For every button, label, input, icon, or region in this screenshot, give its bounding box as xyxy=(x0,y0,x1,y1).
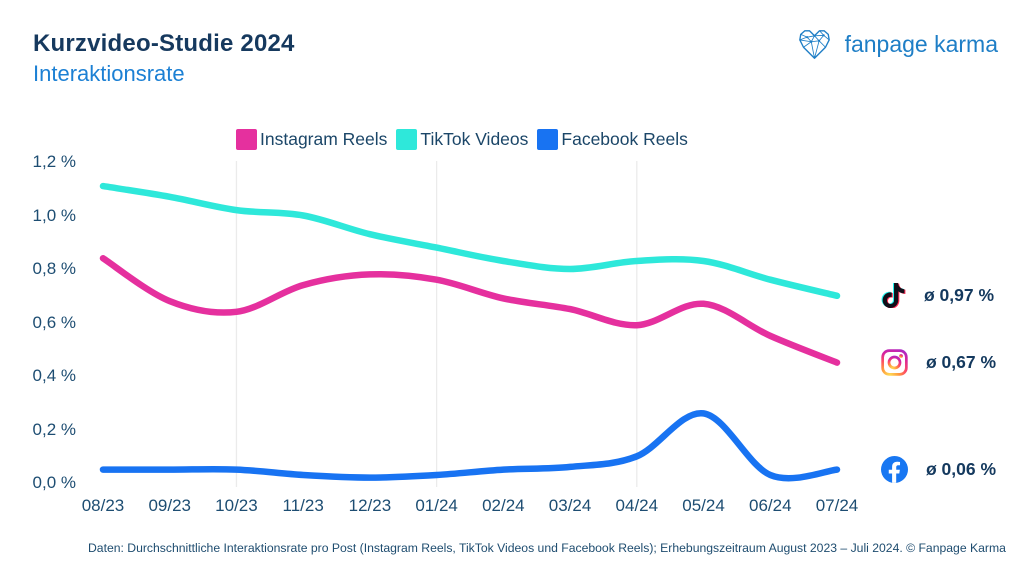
fanpage-karma-logo: fanpage karma xyxy=(796,28,998,61)
tiktok-average-value: ø 0,97 % xyxy=(924,285,995,306)
x-tick-label: 04/24 xyxy=(615,496,659,515)
instagram-color-swatch xyxy=(236,129,257,150)
x-tick-label: 03/24 xyxy=(548,496,592,515)
line-facebook-reels xyxy=(99,410,841,482)
instagram-icon xyxy=(881,349,908,376)
x-tick-label: 11/23 xyxy=(282,496,324,515)
page-subtitle: Interaktionsrate xyxy=(33,61,185,86)
x-tick-label: 01/24 xyxy=(415,496,458,515)
tiktok-color-swatch xyxy=(396,129,418,150)
legend-item-facebook: Facebook Reels xyxy=(537,129,688,150)
facebook-average-row: ø 0,06 % xyxy=(881,456,996,484)
tiktok-average-row: ø 0,97 % xyxy=(881,282,994,310)
instagram-average-value: ø 0,67 % xyxy=(926,352,997,373)
legend-label: Facebook Reels xyxy=(561,129,688,149)
facebook-color-swatch xyxy=(537,129,559,150)
line-instagram-reels xyxy=(99,255,841,366)
legend-label: Instagram Reels xyxy=(260,129,388,149)
x-tick-label: 12/23 xyxy=(348,496,392,515)
brand-name: fanpage karma xyxy=(844,31,998,57)
x-tick-label: 08/23 xyxy=(81,496,125,515)
line-tiktok-videos xyxy=(99,182,841,300)
x-tick-label: 10/23 xyxy=(215,496,258,515)
facebook-average-value: ø 0,06 % xyxy=(926,459,997,480)
y-tick-label: 1,2 % xyxy=(32,152,76,171)
legend-item-instagram: Instagram Reels xyxy=(236,129,387,150)
x-tick-label: 09/23 xyxy=(148,496,191,515)
y-tick-label: 0,6 % xyxy=(32,312,76,332)
chart-legend: Instagram Reels TikTok Videos Facebook R… xyxy=(236,129,688,150)
footer-source-note: Daten: Durchschnittliche Interaktionsrat… xyxy=(88,541,1006,555)
y-tick-label: 1,0 % xyxy=(32,205,76,225)
x-tick-label: 05/24 xyxy=(682,496,725,515)
x-tick-label: 06/24 xyxy=(748,496,792,515)
legend-label: TikTok Videos xyxy=(420,129,529,149)
tiktok-icon xyxy=(881,283,906,309)
instagram-average-row: ø 0,67 % xyxy=(881,349,996,377)
legend-item-tiktok: TikTok Videos xyxy=(396,129,528,150)
x-tick-label: 02/24 xyxy=(482,496,525,515)
y-tick-label: 0,0 % xyxy=(32,473,76,492)
facebook-icon xyxy=(881,456,908,484)
y-tick-label: 0,4 % xyxy=(32,366,76,385)
y-tick-label: 0,8 % xyxy=(32,259,76,278)
x-tick-label: 07/24 xyxy=(815,496,859,515)
page-title: Kurzvideo-Studie 2024 xyxy=(33,30,295,57)
y-tick-label: 0,2 % xyxy=(32,419,76,439)
fanpage-karma-heart-icon xyxy=(798,30,830,59)
